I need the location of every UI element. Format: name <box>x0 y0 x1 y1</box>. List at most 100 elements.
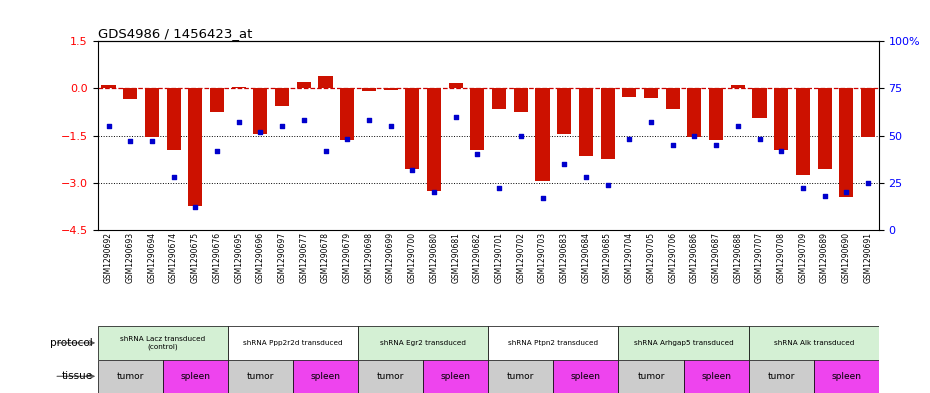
Bar <box>123 88 138 99</box>
Bar <box>796 88 810 175</box>
Bar <box>297 81 311 88</box>
Text: GSM1290689: GSM1290689 <box>820 232 830 283</box>
Bar <box>98 326 228 360</box>
Point <box>860 180 875 186</box>
Bar <box>362 88 376 91</box>
Point <box>774 147 789 154</box>
Point <box>470 151 485 158</box>
Bar <box>752 88 766 118</box>
Bar <box>814 360 879 393</box>
Text: shRNA Lacz transduced
(control): shRNA Lacz transduced (control) <box>120 336 206 350</box>
Bar <box>618 360 684 393</box>
Point <box>492 185 507 191</box>
Bar <box>644 88 658 99</box>
Point <box>166 174 181 180</box>
Point <box>144 138 159 144</box>
Text: tissue: tissue <box>62 371 93 381</box>
Bar <box>340 88 354 140</box>
Bar <box>253 88 268 134</box>
Bar <box>163 360 228 393</box>
Text: GSM1290674: GSM1290674 <box>169 232 179 283</box>
Text: spleen: spleen <box>180 372 210 381</box>
Bar <box>709 88 724 140</box>
Text: GDS4986 / 1456423_at: GDS4986 / 1456423_at <box>98 27 252 40</box>
Bar <box>423 360 488 393</box>
Point <box>383 123 398 129</box>
Text: GSM1290690: GSM1290690 <box>842 232 851 283</box>
Point <box>730 123 745 129</box>
Bar <box>861 88 875 137</box>
Bar <box>188 88 203 206</box>
Text: GSM1290701: GSM1290701 <box>495 232 504 283</box>
Point <box>297 118 312 124</box>
Text: GSM1290706: GSM1290706 <box>668 232 677 283</box>
Point <box>188 204 203 210</box>
Text: GSM1290677: GSM1290677 <box>299 232 309 283</box>
Text: spleen: spleen <box>571 372 601 381</box>
Text: GSM1290693: GSM1290693 <box>126 232 135 283</box>
Text: spleen: spleen <box>831 372 861 381</box>
Text: GSM1290687: GSM1290687 <box>711 232 721 283</box>
Text: GSM1290686: GSM1290686 <box>690 232 699 283</box>
Bar <box>731 84 745 88</box>
Text: GSM1290695: GSM1290695 <box>234 232 244 283</box>
Text: spleen: spleen <box>441 372 471 381</box>
Bar <box>774 88 789 150</box>
Text: tumor: tumor <box>507 372 535 381</box>
Text: GSM1290704: GSM1290704 <box>625 232 634 283</box>
Point <box>253 129 268 135</box>
Bar <box>358 360 423 393</box>
Point <box>101 123 116 129</box>
Bar <box>228 360 293 393</box>
Bar <box>488 326 618 360</box>
Text: spleen: spleen <box>311 372 340 381</box>
Text: shRNA Egr2 transduced: shRNA Egr2 transduced <box>380 340 466 346</box>
Bar <box>427 88 441 191</box>
Point <box>817 193 832 199</box>
Text: GSM1290678: GSM1290678 <box>321 232 330 283</box>
Text: GSM1290705: GSM1290705 <box>646 232 656 283</box>
Point <box>557 161 572 167</box>
Bar <box>687 88 701 137</box>
Point <box>232 119 246 125</box>
Bar <box>622 88 636 97</box>
Bar <box>601 88 615 159</box>
Bar <box>618 326 749 360</box>
Text: shRNA Arhgap5 transduced: shRNA Arhgap5 transduced <box>633 340 734 346</box>
Point <box>513 132 528 139</box>
Bar <box>839 88 854 197</box>
Text: GSM1290683: GSM1290683 <box>560 232 569 283</box>
Text: GSM1290684: GSM1290684 <box>581 232 591 283</box>
Text: GSM1290679: GSM1290679 <box>342 232 352 283</box>
Text: shRNA Ptpn2 transduced: shRNA Ptpn2 transduced <box>509 340 598 346</box>
Bar <box>228 326 358 360</box>
Point <box>644 119 658 125</box>
Text: GSM1290700: GSM1290700 <box>407 232 417 283</box>
Bar <box>275 88 289 106</box>
Text: GSM1290708: GSM1290708 <box>777 232 786 283</box>
Point <box>600 182 615 188</box>
Bar <box>578 88 593 156</box>
Bar <box>145 88 159 137</box>
Point <box>687 132 702 139</box>
Bar <box>749 360 814 393</box>
Text: tumor: tumor <box>246 372 274 381</box>
Bar <box>684 360 749 393</box>
Text: GSM1290691: GSM1290691 <box>863 232 872 283</box>
Text: GSM1290692: GSM1290692 <box>104 232 113 283</box>
Text: GSM1290699: GSM1290699 <box>386 232 395 283</box>
Bar <box>232 87 246 88</box>
Bar <box>536 88 550 181</box>
Bar <box>383 88 398 90</box>
Bar <box>210 88 224 112</box>
Point <box>795 185 810 191</box>
Point <box>578 174 593 180</box>
Text: GSM1290676: GSM1290676 <box>212 232 221 283</box>
Point <box>448 114 463 120</box>
Bar <box>318 77 333 88</box>
Point <box>752 136 767 143</box>
Text: GSM1290680: GSM1290680 <box>430 232 439 283</box>
Point <box>839 189 854 195</box>
Text: GSM1290698: GSM1290698 <box>365 232 374 283</box>
Bar <box>293 360 358 393</box>
